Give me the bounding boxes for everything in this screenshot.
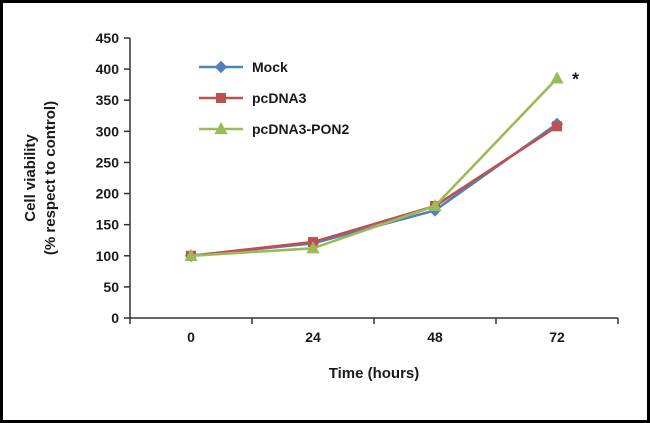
- x-tick-label: 0: [187, 329, 195, 345]
- y-axis-title-line1: Cell viability: [22, 134, 39, 222]
- y-axis-title-line2: (% respect to control): [42, 101, 59, 255]
- y-tick-label: 150: [96, 217, 120, 233]
- legend-marker-pcDNA3: [216, 93, 226, 103]
- y-tick-label: 0: [111, 310, 119, 326]
- series-line-pcDNA3: [190, 125, 558, 258]
- series-marker-pcDNA3-PON2: [550, 71, 564, 84]
- series-line-pcDNA3-PON2: [190, 77, 558, 258]
- x-tick-label: 72: [549, 329, 565, 345]
- y-tick-label: 100: [96, 248, 120, 264]
- cell-viability-line-chart: 0 50 100 150 200 250 300 350 400 450 0 24 48 72 Mock pc…: [22, 30, 619, 382]
- legend-label: Mock: [252, 59, 288, 75]
- x-tick-label: 48: [427, 329, 443, 345]
- legend-label: pcDNA3-PON2: [252, 121, 349, 137]
- legend-label: pcDNA3: [252, 90, 307, 106]
- y-tick-label: 350: [96, 92, 120, 108]
- y-tick-label: 400: [96, 61, 120, 77]
- legend-marker-pcDNA3-PON2: [214, 121, 228, 135]
- series-marker-pcDNA3-PON2: [184, 248, 198, 261]
- y-tick-label: 200: [96, 186, 120, 202]
- x-tick-label: 24: [305, 329, 321, 345]
- series-line-Mock: [190, 122, 558, 258]
- legend-marker-Mock: [214, 60, 228, 74]
- series-marker-pcDNA3-PON2: [306, 241, 320, 254]
- y-tick-label: 300: [96, 123, 120, 139]
- x-axis-title: Time (hours): [329, 365, 420, 382]
- y-tick-label: 50: [103, 279, 119, 295]
- significance-asterisk: *: [572, 69, 579, 89]
- y-tick-label: 450: [96, 30, 120, 46]
- series-marker-pcDNA3: [552, 121, 562, 132]
- y-tick-label: 250: [96, 154, 120, 170]
- series-marker-pcDNA3-PON2: [428, 198, 442, 212]
